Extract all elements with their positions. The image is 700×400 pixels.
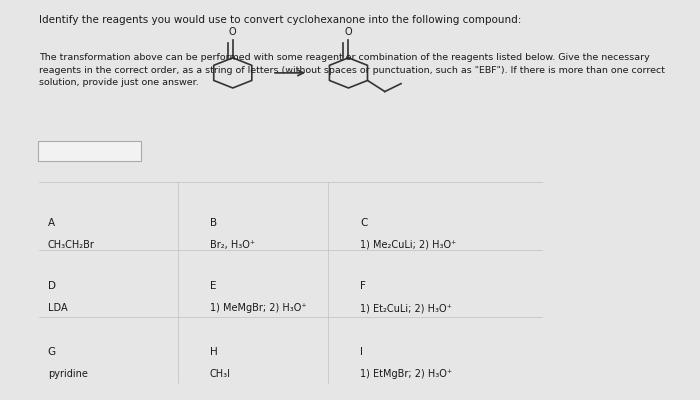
- Text: 1) EtMgBr; 2) H₃O⁺: 1) EtMgBr; 2) H₃O⁺: [360, 369, 452, 379]
- Text: 1) Et₂CuLi; 2) H₃O⁺: 1) Et₂CuLi; 2) H₃O⁺: [360, 303, 452, 313]
- Text: O: O: [229, 27, 237, 37]
- Text: 1) MeMgBr; 2) H₃O⁺: 1) MeMgBr; 2) H₃O⁺: [209, 303, 307, 313]
- Text: Br₂, H₃O⁺: Br₂, H₃O⁺: [209, 240, 255, 250]
- Text: E: E: [209, 282, 216, 292]
- Text: D: D: [48, 282, 56, 292]
- Text: B: B: [209, 218, 217, 228]
- Text: F: F: [360, 282, 366, 292]
- Text: 1) Me₂CuLi; 2) H₃O⁺: 1) Me₂CuLi; 2) H₃O⁺: [360, 240, 456, 250]
- Text: The transformation above can be performed with some reagent or combination of th: The transformation above can be performe…: [39, 53, 665, 87]
- Text: CH₃I: CH₃I: [209, 369, 230, 379]
- Text: O: O: [344, 27, 352, 37]
- Text: G: G: [48, 347, 56, 357]
- Text: Identify the reagents you would use to convert cyclohexanone into the following : Identify the reagents you would use to c…: [39, 15, 522, 25]
- Text: A: A: [48, 218, 55, 228]
- Text: H: H: [209, 347, 218, 357]
- Text: LDA: LDA: [48, 303, 67, 313]
- Text: pyridine: pyridine: [48, 369, 88, 379]
- FancyBboxPatch shape: [38, 141, 141, 161]
- Text: CH₃CH₂Br: CH₃CH₂Br: [48, 240, 94, 250]
- Text: C: C: [360, 218, 368, 228]
- Text: I: I: [360, 347, 363, 357]
